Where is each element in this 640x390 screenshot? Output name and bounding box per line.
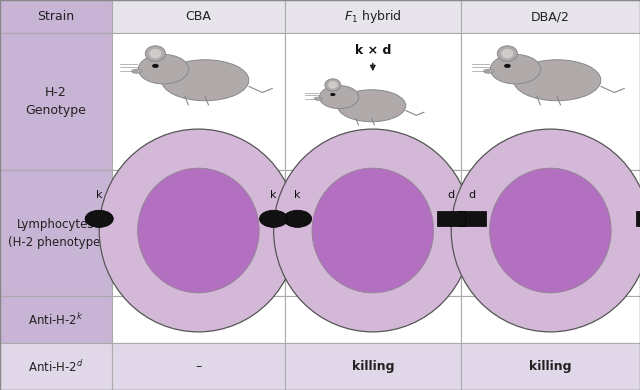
Ellipse shape [337,90,406,122]
Ellipse shape [138,55,189,84]
Text: Anti-H-2$^d$: Anti-H-2$^d$ [28,359,84,374]
Ellipse shape [497,46,518,61]
Text: k: k [294,190,301,200]
Bar [461,33,640,170]
Text: CBA: CBA [186,10,211,23]
Circle shape [152,64,159,68]
Bar [636,211,640,226]
Text: d: d [447,190,455,200]
Ellipse shape [312,168,434,293]
Bar [0,0,112,33]
Bar [0,343,112,390]
Text: –: – [547,313,554,326]
Text: DBA/2: DBA/2 [531,10,570,23]
Bar [112,296,285,343]
Circle shape [85,210,113,227]
Text: H-2
Genotype: H-2 Genotype [26,86,86,117]
Ellipse shape [132,69,141,73]
Ellipse shape [490,55,541,84]
Bar [461,296,640,343]
Ellipse shape [501,49,513,58]
Text: k × d: k × d [355,44,391,57]
Ellipse shape [274,129,472,332]
Bar [285,343,461,390]
Ellipse shape [328,81,337,89]
Ellipse shape [319,85,359,108]
Bar [112,343,285,390]
Text: killing: killing [529,360,572,373]
Text: d: d [468,190,476,200]
Bar [437,211,465,226]
Ellipse shape [161,60,249,101]
Bar [0,33,112,170]
Ellipse shape [99,129,298,332]
Ellipse shape [484,69,493,73]
Ellipse shape [145,46,166,61]
Bar [112,33,285,170]
Circle shape [284,210,312,227]
Ellipse shape [314,97,322,100]
Bar [112,170,285,296]
Ellipse shape [490,168,611,293]
Circle shape [504,64,511,68]
Ellipse shape [451,129,640,332]
Bar [461,0,640,33]
Text: k/d: k/d [378,103,393,113]
Text: $F_1$ hybrid: $F_1$ hybrid [344,8,402,25]
Text: Strain: Strain [37,10,75,23]
Text: k: k [96,190,102,200]
Bar [461,170,640,296]
Bar [285,33,461,170]
Bar [285,0,461,33]
Bar [112,0,285,33]
Bar [285,296,461,343]
Ellipse shape [325,79,340,91]
Bar [0,296,112,343]
Text: Anti-H-2$^k$: Anti-H-2$^k$ [28,312,84,328]
Text: k: k [270,190,277,200]
Bar [0,170,112,296]
Ellipse shape [149,49,161,58]
Bar [461,343,640,390]
Circle shape [260,210,288,227]
Bar [458,211,486,226]
Text: Lymphocytes
(H-2 phenotype): Lymphocytes (H-2 phenotype) [8,218,104,248]
Circle shape [330,93,335,96]
Ellipse shape [513,60,601,101]
Text: killing: killing [351,360,394,373]
Text: –: – [195,360,202,373]
Ellipse shape [138,168,259,293]
Bar [285,170,461,296]
Text: killing: killing [177,313,220,326]
Text: killing: killing [351,313,394,326]
